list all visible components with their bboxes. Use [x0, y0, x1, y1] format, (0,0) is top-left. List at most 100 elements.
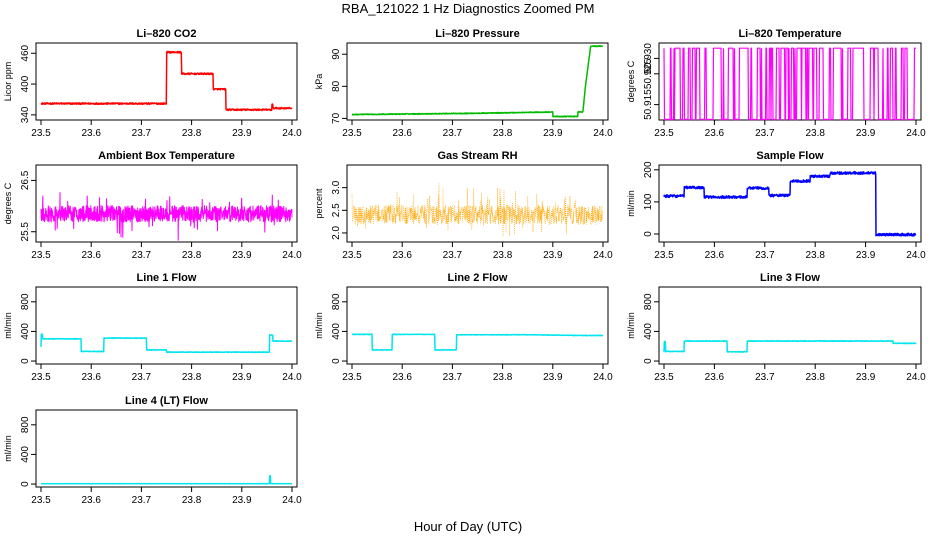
plot-frame — [346, 286, 609, 365]
y-tick-label: 800 — [20, 416, 31, 433]
y-tick-label: 100 — [643, 193, 654, 210]
y-axis-label: ml/min — [3, 312, 13, 339]
y-tick-label: 3.0 — [331, 180, 342, 194]
x-tick-label: 23.5 — [654, 128, 674, 139]
series-line — [663, 171, 917, 237]
x-tick-label: 23.9 — [543, 128, 563, 139]
x-tick-label: 24.0 — [282, 128, 302, 139]
panel-3: Li–820 Temperature degrees C 23.5 23.6 23.7 2… — [626, 28, 926, 139]
panel-title: Sample Flow — [756, 150, 824, 162]
panel-9: Line 3 Flow ml/min 23.5 23.6 23.7 23.8 23.9 24.… — [626, 272, 926, 383]
x-tick-label: 23.6 — [81, 495, 101, 506]
plot-frame — [35, 286, 298, 365]
y-axis-label: ml/min — [626, 190, 636, 217]
x-tick-label: 24.0 — [906, 372, 926, 383]
x-tick-label: 23.5 — [654, 250, 674, 261]
x-tick-label: 23.9 — [232, 495, 252, 506]
series-line — [40, 192, 293, 241]
y-tick-label: 26.5 — [20, 170, 31, 190]
y-tick-label: 0 — [643, 231, 654, 237]
panel-8: Line 2 Flow ml/min 23.5 23.6 23.7 23.8 23.9 24.… — [314, 272, 613, 383]
y-tick-label: 200 — [643, 161, 654, 178]
x-tick-label: 23.7 — [755, 128, 775, 139]
x-tick-label: 23.6 — [705, 372, 725, 383]
plot-frame — [346, 164, 609, 243]
x-tick-label: 23.6 — [392, 128, 412, 139]
x-tick-label: 23.7 — [755, 372, 775, 383]
x-tick-label: 23.7 — [132, 250, 152, 261]
panel-6: Sample Flow ml/min 23.5 23.6 23.7 23.8 23.9 24.… — [626, 150, 926, 261]
x-tick-label: 23.8 — [805, 372, 825, 383]
x-tick-label: 23.8 — [182, 128, 202, 139]
y-axis-label: ml/min — [314, 312, 324, 339]
x-tick-label: 23.8 — [805, 128, 825, 139]
panel-title: Li–820 Pressure — [435, 28, 519, 40]
y-axis-label: Licor ppm — [3, 62, 13, 102]
panel-title: Li–820 Temperature — [738, 28, 841, 40]
x-tick-label: 23.8 — [805, 250, 825, 261]
x-tick-label: 23.6 — [705, 250, 725, 261]
x-tick-label: 23.5 — [342, 250, 362, 261]
x-tick-label: 24.0 — [593, 250, 613, 261]
y-axis-label: degrees C — [626, 60, 636, 102]
x-tick-label: 23.9 — [856, 128, 876, 139]
figure-xlabel: Hour of Day (UTC) — [414, 519, 522, 534]
y-tick-label: 400 — [20, 75, 31, 92]
panel-5: Gas Stream RH percent 23.5 23.6 23.7 23.8 23.9… — [314, 150, 613, 261]
figure-title: RBA_121022 1 Hz Diagnostics Zoomed PM — [342, 1, 595, 16]
panel-10: Line 4 (LT) Flow ml/min 23.5 23.6 23.7 23.8 23… — [3, 395, 302, 506]
y-tick-label: 90 — [331, 48, 342, 60]
x-tick-label: 23.8 — [182, 495, 202, 506]
x-tick-label: 23.9 — [232, 372, 252, 383]
y-tick-label: 800 — [20, 293, 31, 310]
y-tick-label: 0 — [20, 481, 31, 487]
x-tick-label: 23.5 — [342, 372, 362, 383]
x-tick-label: 23.6 — [392, 250, 412, 261]
panel-1: Li–820 CO2 Licor ppm 23.5 23.6 23.7 23.8 23.9 2… — [3, 28, 302, 139]
y-tick-label: 0 — [20, 358, 31, 364]
y-tick-label: 400 — [331, 323, 342, 340]
x-tick-label: 23.7 — [755, 250, 775, 261]
x-tick-label: 23.9 — [232, 128, 252, 139]
y-tick-label: 400 — [643, 323, 654, 340]
x-tick-label: 24.0 — [906, 250, 926, 261]
x-tick-label: 24.0 — [282, 495, 302, 506]
plot-frame — [346, 42, 609, 121]
x-tick-label: 23.5 — [31, 495, 51, 506]
y-tick-label: 50.930 — [643, 43, 654, 74]
x-tick-label: 23.6 — [705, 128, 725, 139]
plot-frame — [35, 42, 298, 121]
x-tick-label: 23.6 — [392, 372, 412, 383]
y-axis-label: ml/min — [3, 435, 13, 462]
series-line — [351, 333, 604, 351]
x-tick-label: 23.5 — [31, 372, 51, 383]
x-tick-label: 23.8 — [493, 128, 513, 139]
x-tick-label: 23.8 — [493, 250, 513, 261]
x-tick-label: 23.5 — [31, 250, 51, 261]
plot-frame — [658, 164, 922, 243]
y-tick-label: 0 — [331, 358, 342, 364]
x-tick-label: 23.8 — [182, 372, 202, 383]
series-line — [40, 475, 293, 485]
y-tick-label: 800 — [643, 293, 654, 310]
series-line — [40, 50, 293, 112]
x-tick-label: 24.0 — [282, 250, 302, 261]
x-tick-label: 23.9 — [543, 250, 563, 261]
x-tick-label: 23.5 — [654, 372, 674, 383]
y-tick-label: 400 — [20, 323, 31, 340]
x-tick-label: 24.0 — [282, 372, 302, 383]
y-axis-label: percent — [314, 188, 324, 219]
x-tick-label: 24.0 — [906, 128, 926, 139]
y-axis-label: degrees C — [3, 182, 13, 224]
panel-title: Gas Stream RH — [437, 150, 517, 162]
series-line — [663, 340, 917, 353]
x-tick-label: 23.7 — [443, 250, 463, 261]
panel-title: Line 3 Flow — [760, 272, 820, 284]
x-tick-label: 23.9 — [232, 250, 252, 261]
y-tick-label: 460 — [20, 44, 31, 61]
panel-2: Li–820 Pressure kPa 23.5 23.6 23.7 23.8 23.9 24… — [314, 28, 613, 139]
panel-4: Ambient Box Temperature degrees C 23.5 23.6… — [3, 150, 302, 261]
y-tick-label: 0 — [643, 358, 654, 364]
x-tick-label: 23.8 — [182, 250, 202, 261]
